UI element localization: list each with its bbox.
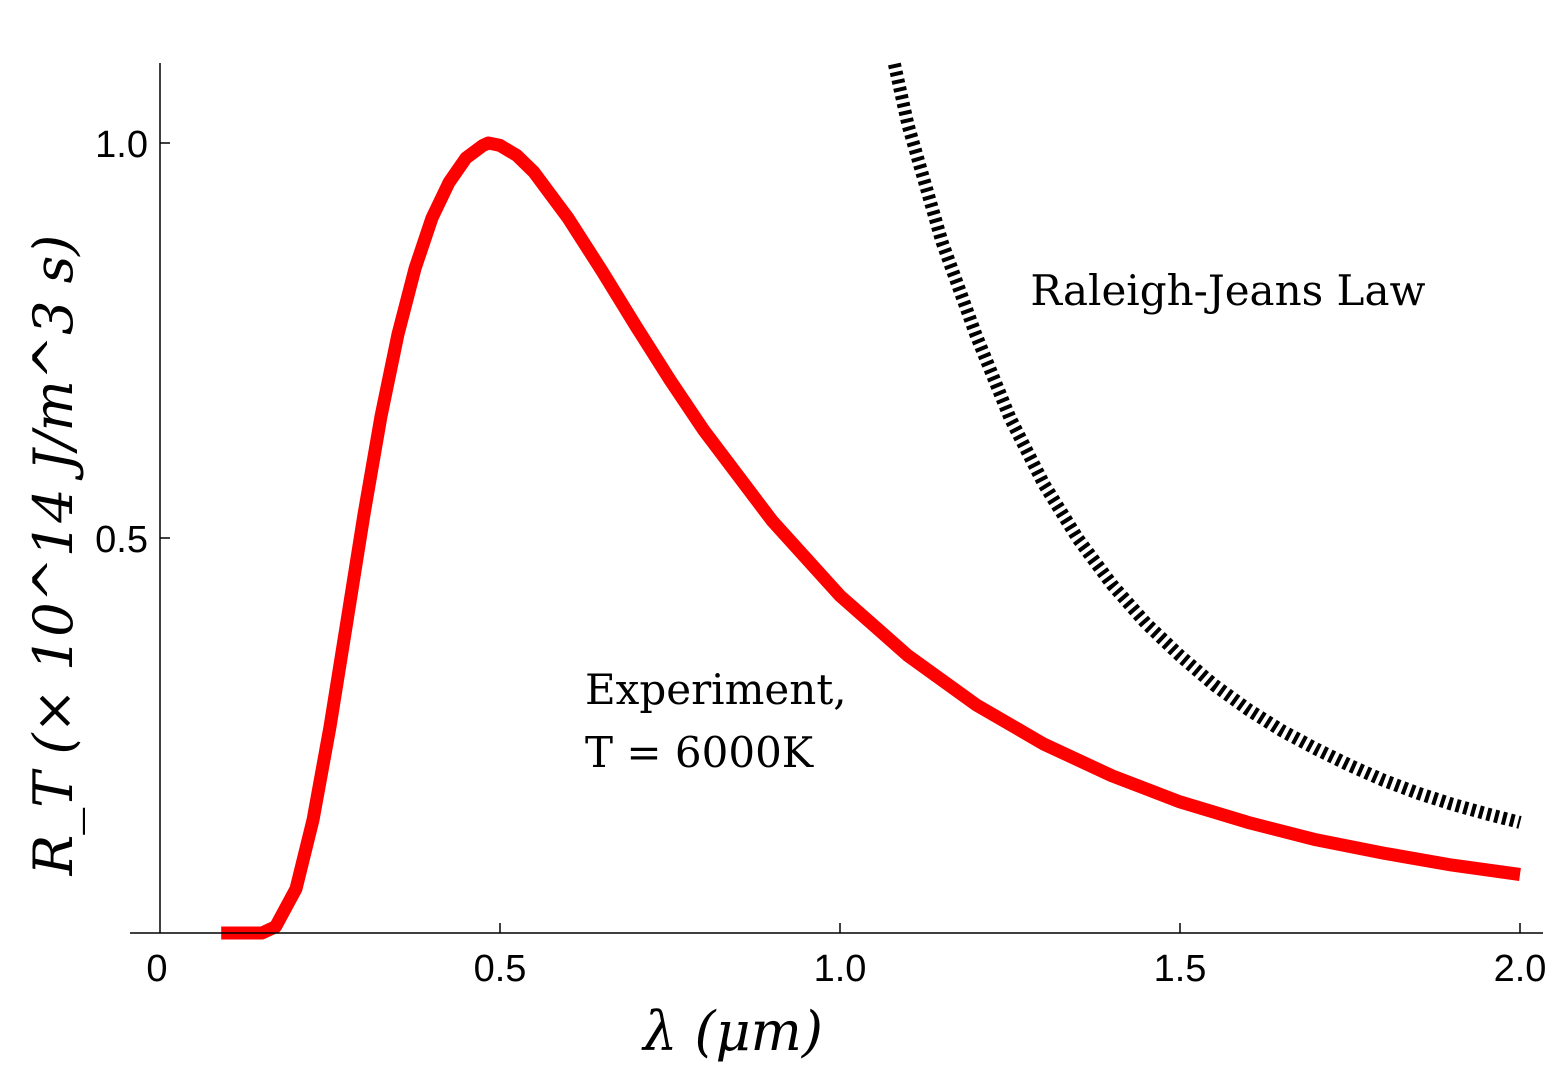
x-ticks-group: 0 0.5 1.0 1.5 2.0 (146, 923, 1546, 990)
y-tick-label: 0.5 (95, 519, 148, 561)
chart-annotation: Experiment, (585, 665, 847, 714)
x-tick-label: 0.5 (474, 948, 527, 990)
y-ticks-group: 0.5 1.0 (95, 124, 170, 561)
y-tick-label: 1.0 (95, 124, 148, 166)
plot-series-group (221, 62, 1522, 940)
annotations-group: Raleigh-Jeans Law Experiment, T = 6000K (585, 266, 1425, 777)
x-tick-label: 1.0 (814, 948, 867, 990)
y-axis-title: R_T (× 10^14 J/m^3 s) (22, 235, 85, 877)
axes-group (130, 63, 1543, 934)
chart-annotation: T = 6000K (585, 728, 815, 777)
chart-annotation: Raleigh-Jeans Law (1030, 266, 1425, 315)
x-tick-label: 2.0 (1494, 948, 1547, 990)
experiment-series-line (221, 136, 1521, 940)
x-tick-label: 1.5 (1154, 948, 1207, 990)
x-tick-label: 0 (146, 948, 167, 990)
x-axis-title: λ (μm) (641, 1000, 823, 1063)
raleigh-jeans-series-line (888, 62, 1522, 829)
